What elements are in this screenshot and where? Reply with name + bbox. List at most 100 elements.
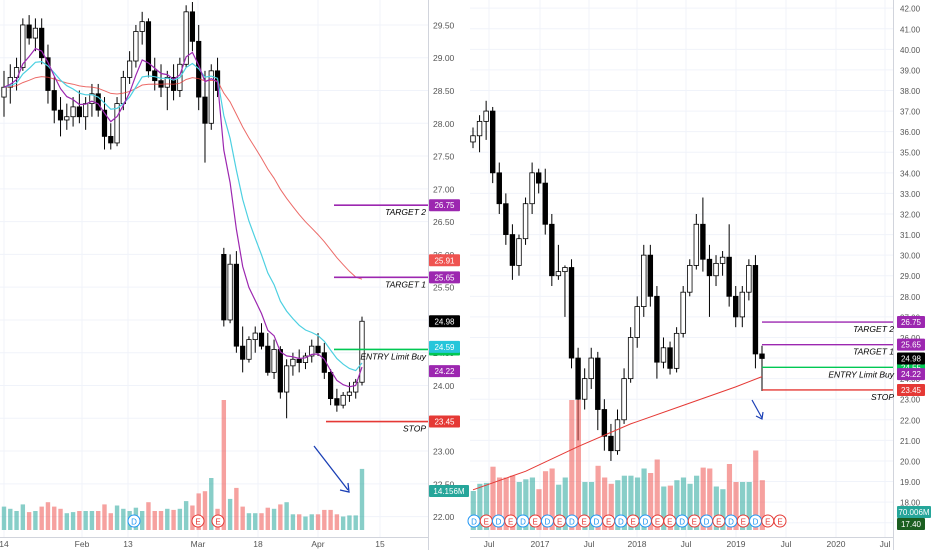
left-candle[interactable] <box>208 70 214 124</box>
right-candle[interactable] <box>687 265 693 293</box>
left-candle[interactable] <box>70 106 76 118</box>
right-chart-pane[interactable]: 17.0018.0019.0020.0021.0022.0023.0024.00… <box>467 0 931 550</box>
left-candle[interactable] <box>227 263 233 321</box>
right-candle[interactable] <box>680 291 686 334</box>
left-candle[interactable] <box>271 349 277 373</box>
right-candle[interactable] <box>719 256 726 264</box>
right-candle[interactable] <box>759 353 765 359</box>
right-candle[interactable] <box>627 337 634 380</box>
left-candle[interactable] <box>164 76 170 88</box>
right-event-marker-circle[interactable] <box>773 514 787 528</box>
right-candle[interactable] <box>654 295 660 363</box>
left-candle[interactable] <box>315 345 321 354</box>
right-candle[interactable] <box>608 435 614 452</box>
right-candle[interactable] <box>529 172 535 205</box>
right-candle[interactable] <box>693 223 700 266</box>
right-candle[interactable] <box>522 203 529 240</box>
left-candle[interactable] <box>189 11 196 42</box>
left-candle[interactable] <box>20 24 26 68</box>
right-candle[interactable] <box>476 120 483 137</box>
right-candle[interactable] <box>647 254 654 297</box>
left-candle[interactable] <box>32 27 39 39</box>
left-candle[interactable] <box>252 332 258 341</box>
left-candle[interactable] <box>302 355 309 363</box>
left-candle[interactable] <box>327 371 334 400</box>
left-candle[interactable] <box>240 345 246 360</box>
left-candle[interactable] <box>346 391 353 396</box>
left-event-marker-circle[interactable] <box>127 514 141 528</box>
right-candle[interactable] <box>634 306 640 338</box>
right-candle[interactable] <box>535 172 542 184</box>
right-candle[interactable] <box>726 256 732 297</box>
right-candle[interactable] <box>542 182 548 225</box>
left-candle[interactable] <box>114 103 120 144</box>
right-candle[interactable] <box>713 262 719 277</box>
left-candle[interactable] <box>284 365 290 393</box>
left-candle[interactable] <box>221 253 227 321</box>
left-candle[interactable] <box>145 21 152 72</box>
left-candle[interactable] <box>340 394 346 406</box>
left-candle[interactable] <box>296 358 302 363</box>
left-candle[interactable] <box>202 96 208 124</box>
right-candle[interactable] <box>706 258 713 277</box>
left-candle[interactable] <box>64 116 70 121</box>
left-candle[interactable] <box>26 24 32 39</box>
left-candle[interactable] <box>183 11 189 65</box>
left-candle[interactable] <box>152 70 158 82</box>
left-candle[interactable] <box>359 320 365 383</box>
right-candle[interactable] <box>746 265 752 293</box>
left-candle[interactable] <box>13 67 20 78</box>
right-candle[interactable] <box>470 135 476 143</box>
left-candle[interactable] <box>83 103 89 118</box>
right-candle[interactable] <box>496 172 502 205</box>
right-candle[interactable] <box>641 254 647 308</box>
right-candle[interactable] <box>568 267 575 359</box>
left-event-marker-circle[interactable] <box>191 514 205 528</box>
right-candle[interactable] <box>575 357 581 400</box>
left-candle[interactable] <box>334 398 340 406</box>
right-candle[interactable] <box>752 265 759 355</box>
left-candle[interactable] <box>290 358 296 367</box>
left-candle[interactable] <box>246 339 252 360</box>
left-candle[interactable] <box>1 86 7 98</box>
left-candle[interactable] <box>51 90 57 111</box>
right-candle[interactable] <box>562 267 568 273</box>
right-candle[interactable] <box>509 234 516 266</box>
right-candle[interactable] <box>483 110 489 122</box>
left-candle[interactable] <box>139 21 145 32</box>
left-candle[interactable] <box>39 27 45 59</box>
left-candle[interactable] <box>120 76 126 105</box>
right-candle[interactable] <box>490 110 496 174</box>
right-candle[interactable] <box>516 238 522 266</box>
right-candle[interactable] <box>673 332 680 369</box>
left-candle[interactable] <box>57 109 64 121</box>
left-event-marker-circle[interactable] <box>211 514 225 528</box>
left-candle[interactable] <box>127 60 133 78</box>
right-candle[interactable] <box>739 291 745 318</box>
right-candle[interactable] <box>595 357 601 410</box>
right-candle[interactable] <box>601 409 608 437</box>
right-candle[interactable] <box>660 347 667 363</box>
right-candle[interactable] <box>549 223 555 277</box>
right-candle[interactable] <box>588 357 594 380</box>
left-candle[interactable] <box>233 263 239 347</box>
left-candle[interactable] <box>133 31 139 62</box>
right-candle[interactable] <box>700 223 706 260</box>
left-candle[interactable] <box>101 109 108 137</box>
left-candle[interactable] <box>353 381 359 393</box>
left-candle[interactable] <box>45 57 51 91</box>
left-candle[interactable] <box>95 93 101 111</box>
left-candle[interactable] <box>76 106 82 118</box>
left-chart-pane[interactable]: 22.0022.5023.0023.5024.0024.5025.0025.50… <box>0 0 469 550</box>
left-candle[interactable] <box>258 332 265 347</box>
left-candle[interactable] <box>108 135 114 144</box>
right-candle[interactable] <box>667 347 673 369</box>
left-candle[interactable] <box>265 345 271 373</box>
left-candle[interactable] <box>309 345 315 357</box>
right-candle[interactable] <box>614 419 621 452</box>
right-candle[interactable] <box>503 203 509 235</box>
right-candle[interactable] <box>555 271 562 277</box>
right-candle[interactable] <box>581 378 588 400</box>
right-candle[interactable] <box>733 295 739 318</box>
